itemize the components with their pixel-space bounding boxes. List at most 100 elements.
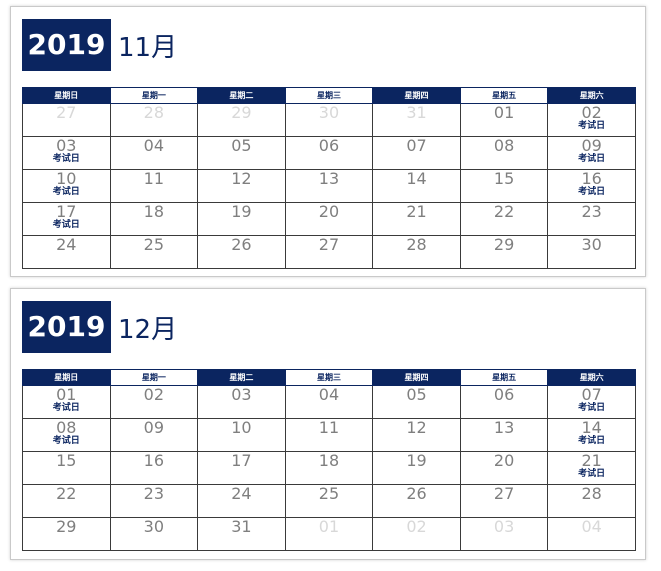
day-number: 26 xyxy=(406,484,427,503)
day-number: 03 xyxy=(493,517,515,536)
day-cell: 11 xyxy=(284,418,374,452)
day-cell: 09 xyxy=(109,418,199,452)
day-cell: 01 xyxy=(459,103,549,137)
day-cell: 01 xyxy=(284,517,374,551)
exam-day-label: 考试日 xyxy=(52,220,80,230)
day-cell: 14 xyxy=(372,169,461,203)
day-cell: 22 xyxy=(22,484,111,518)
day-cell: 27 xyxy=(284,235,374,269)
day-cell: 31 xyxy=(197,517,286,551)
week-row: 03 考试日 04 05 06 07 08 09 考试日 xyxy=(22,136,636,170)
day-number: 17 xyxy=(56,202,77,221)
exam-day-label: 考试日 xyxy=(578,436,606,446)
day-cell: 24 xyxy=(22,235,111,269)
exam-day-label: 考试日 xyxy=(52,403,80,413)
day-cell: 29 xyxy=(459,235,549,269)
day-cell: 27 xyxy=(22,103,111,137)
day-number: 30 xyxy=(581,235,602,254)
day-cell: 06 xyxy=(284,136,374,170)
day-number: 02 xyxy=(406,517,427,536)
weekday-header: 星期日 xyxy=(22,369,111,386)
day-cell: 30 xyxy=(109,517,199,551)
day-number: 20 xyxy=(318,202,340,221)
weekday-header: 星期六 xyxy=(547,87,636,104)
day-number: 27 xyxy=(493,484,515,503)
day-number: 18 xyxy=(143,202,165,221)
day-number: 28 xyxy=(143,103,165,122)
day-cell: 11 xyxy=(109,169,199,203)
exam-day-label: 考试日 xyxy=(52,187,80,197)
day-cell: 29 xyxy=(197,103,286,137)
calendar-grid: 星期日 星期一 星期二 星期三 星期四 星期五 星期六 27 28 29 30 31 01 02 考试日 0… xyxy=(22,87,636,269)
day-cell: 04 xyxy=(284,385,374,419)
day-number: 16 xyxy=(581,169,602,188)
day-number: 15 xyxy=(493,169,515,188)
exam-day-label: 考试日 xyxy=(52,436,80,446)
day-number: 31 xyxy=(406,103,427,122)
day-number: 15 xyxy=(56,451,77,470)
day-number: 03 xyxy=(56,136,77,155)
day-cell: 30 xyxy=(284,103,374,137)
day-cell: 13 xyxy=(284,169,374,203)
day-cell: 18 xyxy=(109,202,199,236)
day-number: 29 xyxy=(56,517,77,536)
day-number: 09 xyxy=(143,418,165,437)
day-number: 21 xyxy=(406,202,427,221)
exam-day-label: 考试日 xyxy=(578,121,606,131)
day-cell: 13 xyxy=(459,418,549,452)
year-badge: 2019 xyxy=(22,19,111,71)
day-cell: 12 xyxy=(372,418,461,452)
day-cell: 06 xyxy=(459,385,549,419)
day-cell: 26 xyxy=(197,235,286,269)
day-cell: 26 xyxy=(372,484,461,518)
day-number: 13 xyxy=(318,169,340,188)
week-row: 29 30 31 01 02 03 04 xyxy=(22,517,636,551)
day-number: 28 xyxy=(406,235,427,254)
day-number: 04 xyxy=(318,385,340,404)
day-cell: 08 xyxy=(459,136,549,170)
weekday-header-row: 星期日 星期一 星期二 星期三 星期四 星期五 星期六 xyxy=(22,369,636,386)
day-number: 30 xyxy=(318,103,340,122)
exam-day-label: 考试日 xyxy=(578,403,606,413)
day-number: 29 xyxy=(493,235,515,254)
day-number: 27 xyxy=(56,103,77,122)
weekday-header: 星期六 xyxy=(547,369,636,386)
day-number: 02 xyxy=(143,385,165,404)
day-number: 02 xyxy=(581,103,602,122)
day-number: 27 xyxy=(318,235,340,254)
day-number: 22 xyxy=(493,202,515,221)
day-number: 09 xyxy=(581,136,602,155)
day-number: 05 xyxy=(406,385,427,404)
day-number: 14 xyxy=(406,169,427,188)
weekday-header: 星期一 xyxy=(109,87,199,104)
day-cell: 04 xyxy=(547,517,636,551)
day-cell: 01 考试日 xyxy=(22,385,111,419)
day-number: 29 xyxy=(231,103,252,122)
day-number: 11 xyxy=(143,169,165,188)
day-cell: 20 xyxy=(284,202,374,236)
day-number: 01 xyxy=(493,103,515,122)
calendar-card-december: 2019 12月 星期日 星期一 星期二 星期三 星期四 星期五 星期六 01 考试日 02 03… xyxy=(10,288,646,560)
weekday-header: 星期三 xyxy=(284,87,374,104)
day-number: 14 xyxy=(581,418,602,437)
day-number: 25 xyxy=(318,484,340,503)
week-row: 08 考试日 09 10 11 12 13 14 考试日 xyxy=(22,418,636,452)
day-cell: 12 xyxy=(197,169,286,203)
calendar-grid: 星期日 星期一 星期二 星期三 星期四 星期五 星期六 01 考试日 02 03 04 05 06 07 考… xyxy=(22,369,636,551)
week-row: 10 考试日 11 12 13 14 15 16 考试日 xyxy=(22,169,636,203)
year-badge: 2019 xyxy=(22,301,111,353)
day-number: 17 xyxy=(231,451,252,470)
day-cell: 28 xyxy=(372,235,461,269)
day-number: 20 xyxy=(493,451,515,470)
day-cell: 21 考试日 xyxy=(547,451,636,485)
day-cell: 05 xyxy=(372,385,461,419)
week-row: 27 28 29 30 31 01 02 考试日 xyxy=(22,103,636,137)
day-cell: 02 xyxy=(372,517,461,551)
day-number: 06 xyxy=(493,385,515,404)
day-cell: 16 考试日 xyxy=(547,169,636,203)
day-cell: 07 考试日 xyxy=(547,385,636,419)
day-number: 30 xyxy=(143,517,165,536)
day-cell: 25 xyxy=(284,484,374,518)
day-number: 13 xyxy=(493,418,515,437)
day-cell: 02 考试日 xyxy=(547,103,636,137)
